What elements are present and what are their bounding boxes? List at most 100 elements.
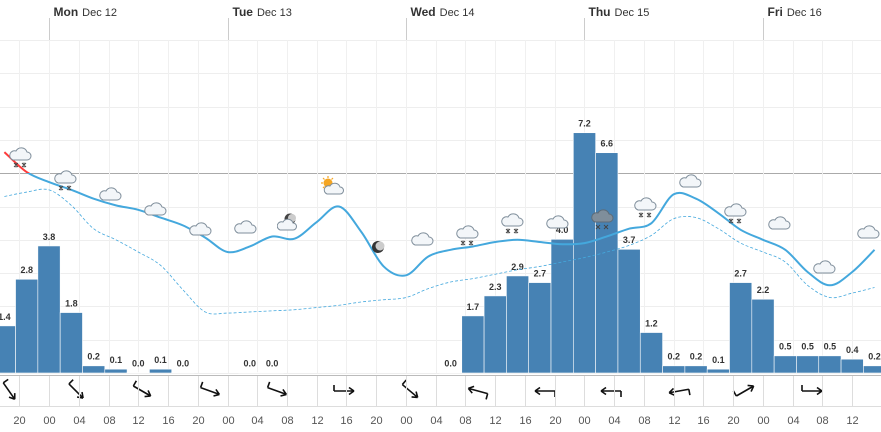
precipitation-bar	[684, 365, 708, 374]
precipitation-bar	[550, 239, 574, 374]
precipitation-bar	[528, 282, 552, 374]
bar-value-label: 4.0	[556, 225, 569, 235]
x-tick-label: 20	[192, 415, 204, 427]
bar-value-label: 0.4	[846, 345, 859, 355]
bar-value-label: 2.2	[757, 285, 770, 295]
bar-value-label: 0.5	[824, 342, 837, 352]
x-tick-label: 12	[311, 415, 323, 427]
wind-arrow	[534, 386, 556, 398]
wind-arrow	[667, 385, 691, 400]
day-date: Dec 13	[257, 7, 292, 19]
temperature-line	[3, 151, 876, 287]
bar-value-label: 2.7	[734, 268, 747, 278]
bar-value-label: 0.2	[87, 352, 100, 362]
x-tick-label: 08	[638, 415, 650, 427]
weather-icon	[857, 225, 880, 239]
x-tick-label: 08	[816, 415, 828, 427]
x-tick-label: 00	[578, 415, 590, 427]
wind-arrow	[600, 386, 622, 398]
wind-arrow	[265, 381, 290, 399]
precipitation-bar	[82, 365, 106, 374]
day-name: Thu	[589, 5, 611, 19]
weather-icon	[634, 197, 657, 218]
precipitation-bar	[662, 365, 686, 374]
day-name: Mon	[54, 5, 79, 19]
wind-arrow	[801, 384, 823, 396]
axes: 20 00 04 08 12 16 20 00 04 08 12 16 20 00 04 08 12 16 20 00…	[13, 5, 858, 427]
x-tick-label: 20	[727, 415, 739, 427]
bar-value-label: 3.7	[623, 235, 636, 245]
day-name: Wed	[411, 5, 436, 19]
x-tick-label: 08	[281, 415, 293, 427]
wind-arrow	[0, 378, 21, 402]
precipitation-bar	[595, 152, 619, 374]
precipitation-bar	[573, 132, 596, 374]
x-tick-label: 04	[251, 415, 263, 427]
wind-arrow	[732, 380, 757, 400]
weather-icon	[501, 213, 524, 234]
precipitation-bar	[639, 332, 663, 374]
bar-value-label: 0.1	[712, 355, 725, 365]
bar-value-label: 0.5	[779, 342, 792, 352]
weather-icon	[234, 220, 257, 234]
day-label: Thu Dec 15	[589, 5, 650, 19]
x-tick-label: 04	[73, 415, 85, 427]
bar-value-label: 1.7	[467, 302, 480, 312]
day-date: Dec 14	[440, 7, 475, 19]
x-tick-label: 20	[370, 415, 382, 427]
x-tick-label: 20	[13, 415, 25, 427]
bar-value-label: 0.1	[154, 355, 167, 365]
bar-value-label: 0.0	[444, 358, 457, 368]
wind-arrow	[198, 381, 223, 399]
bar-value-label: 3.8	[43, 232, 56, 242]
bar-value-label: 2.7	[534, 268, 547, 278]
x-tick-label: 00	[757, 415, 769, 427]
bar-value-label: 0.0	[177, 358, 190, 368]
bar-value-label: 0.0	[266, 358, 279, 368]
day-name: Tue	[233, 5, 254, 19]
bar-value-label: 2.9	[511, 262, 524, 272]
precipitation-bar	[863, 365, 881, 374]
x-tick-label: 12	[668, 415, 680, 427]
x-tick-label: 12	[132, 415, 144, 427]
bar-value-label: 6.6	[601, 139, 614, 149]
day-label: Wed Dec 14	[411, 5, 475, 19]
bar-value-label: 0.5	[801, 342, 814, 352]
precipitation-bar	[818, 355, 842, 374]
wind-arrow	[465, 384, 490, 401]
wind-row	[0, 375, 881, 407]
x-tick-label: 04	[608, 415, 620, 427]
weather-icon	[320, 176, 344, 195]
wind-arrow	[65, 378, 89, 402]
weather-icon	[99, 187, 122, 201]
precipitation-bar	[15, 278, 39, 374]
x-tick-label: 16	[697, 415, 709, 427]
precipitation-bar	[171, 372, 195, 374]
weather-icon	[813, 260, 836, 274]
precipitation-bar	[439, 372, 463, 374]
x-tick-label: 00	[400, 415, 412, 427]
bar-value-label: 0.2	[690, 352, 703, 362]
bar-value-label: 0.0	[132, 358, 145, 368]
precipitation-bar	[59, 312, 83, 374]
precipitation-bar	[840, 358, 864, 374]
day-label: Fri Dec 16	[768, 5, 822, 19]
day-date: Dec 12	[82, 7, 117, 19]
precipitation-bar	[260, 372, 284, 374]
day-date: Dec 16	[787, 7, 822, 19]
weather-icon	[189, 222, 212, 236]
bar-value-label: 0.2	[667, 352, 680, 362]
day-label: Mon Dec 12	[54, 5, 118, 19]
precipitation-bar	[729, 282, 753, 374]
precipitation-bar	[617, 248, 641, 374]
precipitation-bar	[506, 275, 530, 374]
bar-value-label: 1.4	[0, 312, 11, 322]
weather-icon	[456, 225, 479, 246]
x-tick-label: 16	[340, 415, 352, 427]
precipitation-bar	[483, 295, 507, 374]
precipitation-bar	[706, 368, 730, 374]
x-tick-label: 08	[459, 415, 471, 427]
bar-value-label: 7.2	[578, 119, 591, 129]
precipitation-bar	[0, 325, 16, 374]
